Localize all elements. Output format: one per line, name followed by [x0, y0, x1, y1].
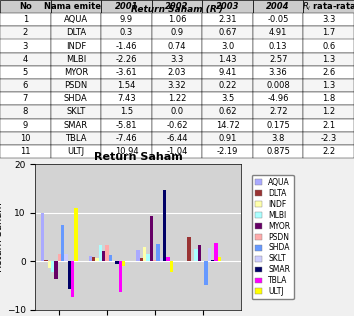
Bar: [136, 250, 140, 261]
Bar: [109, 255, 112, 261]
Bar: [150, 216, 153, 261]
Y-axis label: Return Saham: Return Saham: [0, 202, 4, 272]
Bar: [119, 261, 122, 292]
Bar: [214, 243, 218, 261]
Bar: [143, 247, 147, 261]
Bar: [147, 254, 150, 261]
Bar: [92, 257, 95, 261]
Legend: AQUA, DLTA, INDF, MLBI, MYOR, PSDN, SHDA, SKLT, SMAR, TBLA, ULTJ: AQUA, DLTA, INDF, MLBI, MYOR, PSDN, SHDA…: [252, 175, 293, 299]
Bar: [160, 258, 163, 261]
Bar: [140, 258, 143, 261]
Bar: [105, 245, 109, 261]
Bar: [194, 249, 198, 261]
Text: Return Saham (Rᴵ): Return Saham (Rᴵ): [131, 5, 223, 14]
Bar: [188, 237, 191, 261]
Bar: [71, 261, 74, 297]
Bar: [74, 208, 78, 261]
Bar: [204, 261, 207, 285]
Bar: [170, 261, 173, 272]
Bar: [51, 261, 54, 272]
Bar: [163, 190, 166, 261]
Bar: [88, 256, 92, 261]
Bar: [153, 260, 156, 261]
Bar: [156, 244, 160, 261]
Bar: [61, 225, 64, 261]
Bar: [44, 260, 47, 261]
Bar: [198, 245, 201, 261]
Bar: [68, 261, 71, 289]
Bar: [54, 261, 58, 279]
Title: Return Saham: Return Saham: [94, 152, 182, 162]
Bar: [58, 254, 61, 261]
Bar: [95, 258, 99, 261]
Bar: [211, 260, 214, 261]
Bar: [102, 252, 105, 261]
Bar: [122, 261, 125, 266]
Bar: [115, 261, 119, 264]
Bar: [41, 213, 44, 261]
Bar: [218, 257, 221, 261]
Bar: [64, 254, 68, 261]
Bar: [99, 245, 102, 261]
Bar: [166, 257, 170, 261]
Bar: [207, 248, 211, 261]
Bar: [47, 261, 51, 268]
